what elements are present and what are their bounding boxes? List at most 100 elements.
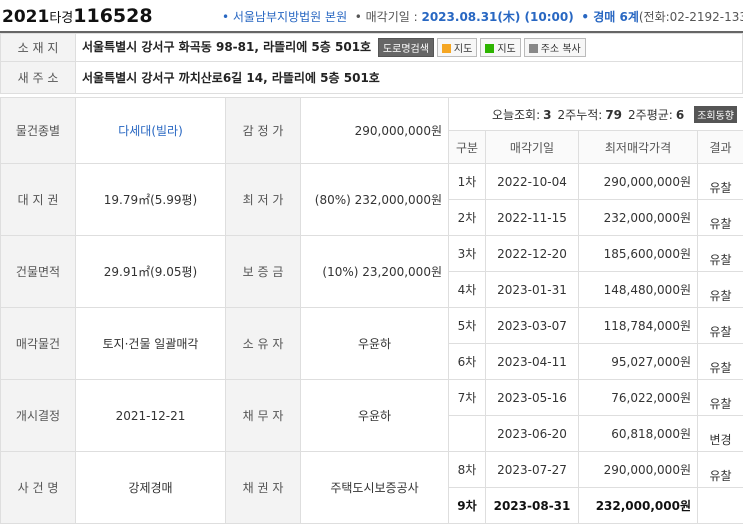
- field-label: 채 권 자: [226, 452, 301, 524]
- history-round: 3차: [449, 236, 486, 272]
- field-label: 보 증 금: [226, 236, 301, 308]
- address-table: 소 재 지 서울특별시 강서구 화곡동 98-81, 라뜰리에 5층 501호 …: [0, 33, 743, 94]
- history-date: 2023-07-27: [486, 452, 579, 488]
- case-info: • 서울남부지방법원 본원 • 매각기일 : 2023.08.31(木) (10…: [222, 8, 743, 25]
- history-date: 2022-11-15: [486, 200, 579, 236]
- history-date: 2023-05-16: [486, 380, 579, 416]
- field-value: 290,000,000원: [301, 98, 449, 164]
- case-type: 타경: [49, 11, 73, 26]
- history-result: 유찰: [698, 308, 743, 344]
- field-value: (80%) 232,000,000원: [301, 164, 449, 236]
- header: 2021타경116528 • 서울남부지방법원 본원 • 매각기일 : 2023…: [0, 0, 743, 33]
- history-price: 290,000,000원: [579, 452, 698, 488]
- field-label: 최 저 가: [226, 164, 301, 236]
- history-header: 구분: [449, 131, 486, 164]
- map-label: 지도: [454, 44, 472, 55]
- history-price: 76,022,000원: [579, 380, 698, 416]
- court: • 서울남부지방법원 본원: [222, 10, 347, 24]
- stat-value: 79: [605, 108, 622, 122]
- stat-label: 2주누적:: [558, 108, 603, 122]
- history-result: [698, 488, 743, 524]
- history-result: 유찰: [698, 380, 743, 416]
- field-label: 감 정 가: [226, 98, 301, 164]
- map-label: 지도: [497, 44, 515, 55]
- history-price: 95,027,000원: [579, 344, 698, 380]
- address-cell: 서울특별시 강서구 화곡동 98-81, 라뜰리에 5층 501호 도로명검색 지…: [76, 34, 743, 62]
- field-value: (10%) 23,200,000원: [301, 236, 449, 308]
- field-value: 주택도시보증공사: [301, 452, 449, 524]
- history-result: 유찰: [698, 164, 743, 200]
- dept: • 경매 6계: [581, 10, 639, 24]
- copy-button[interactable]: 주소 복사: [524, 38, 586, 57]
- map-button[interactable]: 지도: [437, 38, 477, 57]
- history-price: 232,000,000원: [579, 200, 698, 236]
- history-round: 7차: [449, 380, 486, 416]
- history-result: 유찰: [698, 344, 743, 380]
- history-header: 최저매각가격: [579, 131, 698, 164]
- case-number: 2021타경116528: [2, 5, 153, 27]
- address-label: 소 재 지: [1, 34, 76, 62]
- history-round: 5차: [449, 308, 486, 344]
- history-result: 유찰: [698, 236, 743, 272]
- sale-label: • 매각기일 :: [355, 10, 422, 24]
- stat-value: 6: [676, 108, 684, 122]
- field-label: 물건종별: [1, 98, 76, 164]
- history-round: 8차: [449, 452, 486, 488]
- field-label: 건물면적: [1, 236, 76, 308]
- history-date: 2023-04-11: [486, 344, 579, 380]
- history-date: 2022-10-04: [486, 164, 579, 200]
- phone: (전화:02-2192-1336): [639, 10, 743, 24]
- new-address-row: 새 주 소 서울특별시 강서구 까치산로6길 14, 라뜰리에 5층 501호: [1, 62, 743, 94]
- new-address-label: 새 주 소: [1, 62, 76, 94]
- history-result: 변경: [698, 416, 743, 452]
- field-label: 매각물건: [1, 308, 76, 380]
- history-price: 232,000,000원: [579, 488, 698, 524]
- case-no: 116528: [73, 5, 152, 27]
- history-round: 9차: [449, 488, 486, 524]
- page: 2021타경116528 • 서울남부지방법원 본원 • 매각기일 : 2023…: [0, 0, 743, 505]
- case-year: 2021: [2, 7, 49, 27]
- history-date: 2022-12-20: [486, 236, 579, 272]
- field-value: 우윤하: [301, 308, 449, 380]
- address-value: 서울특별시 강서구 화곡동 98-81, 라뜰리에 5층 501호: [82, 40, 371, 54]
- history-result: 유찰: [698, 452, 743, 488]
- field-value: 2021-12-21: [76, 380, 226, 452]
- history-price: 290,000,000원: [579, 164, 698, 200]
- field-value: 우윤하: [301, 380, 449, 452]
- history-round: [449, 416, 486, 452]
- history-price: 118,784,000원: [579, 308, 698, 344]
- road-search-button[interactable]: 도로명검색: [378, 38, 434, 57]
- history-result: 유찰: [698, 272, 743, 308]
- history-date: 2023-08-31: [486, 488, 579, 524]
- stats-button[interactable]: 조회동향: [694, 106, 737, 123]
- stat-label: 2주평균:: [628, 108, 673, 122]
- history-date: 2023-01-31: [486, 272, 579, 308]
- history-price: 60,818,000원: [579, 416, 698, 452]
- address-row: 소 재 지 서울특별시 강서구 화곡동 98-81, 라뜰리에 5층 501호 …: [1, 34, 743, 62]
- history-header: 결과: [698, 131, 743, 164]
- map-icon: [485, 44, 494, 53]
- history-round: 2차: [449, 200, 486, 236]
- field-label: 대 지 권: [1, 164, 76, 236]
- field-value: 다세대(빌라): [76, 98, 226, 164]
- map-button[interactable]: 지도: [480, 38, 520, 57]
- field-label: 채 무 자: [226, 380, 301, 452]
- history-date: 2023-06-20: [486, 416, 579, 452]
- stat-value: 3: [543, 108, 551, 122]
- field-label: 개시결정: [1, 380, 76, 452]
- field-value: 토지·건물 일괄매각: [76, 308, 226, 380]
- history-round: 1차: [449, 164, 486, 200]
- stat-label: 오늘조회:: [492, 108, 540, 122]
- field-label: 소 유 자: [226, 308, 301, 380]
- sale-date: 2023.08.31(木) (10:00): [421, 10, 573, 24]
- history-price: 185,600,000원: [579, 236, 698, 272]
- history-round: 4차: [449, 272, 486, 308]
- history-result: 유찰: [698, 200, 743, 236]
- history-header: 매각기일: [486, 131, 579, 164]
- history-round: 6차: [449, 344, 486, 380]
- map-icon: [442, 44, 451, 53]
